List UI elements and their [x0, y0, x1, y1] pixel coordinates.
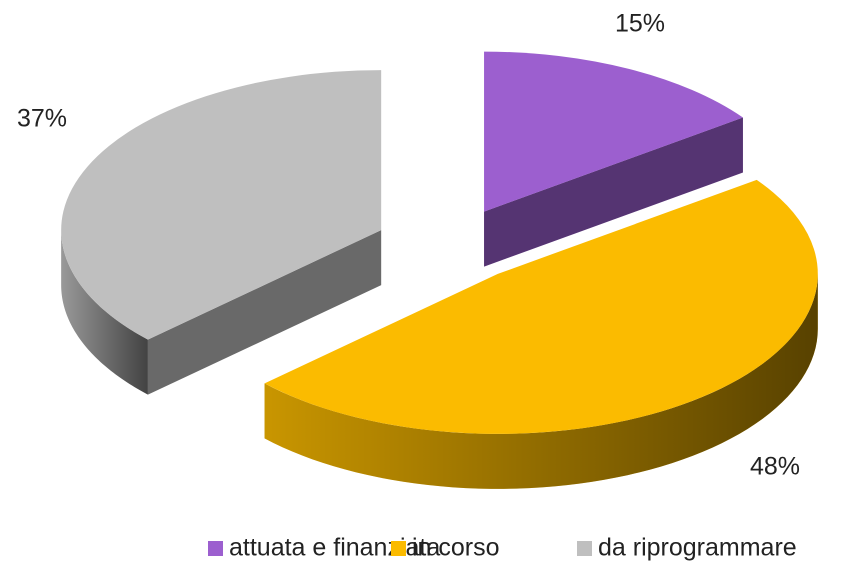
legend-label: attuata e finanziata — [229, 534, 440, 562]
legend-swatch — [208, 541, 223, 556]
slice-wall — [147, 230, 382, 395]
slice — [61, 70, 382, 340]
legend-swatch — [391, 541, 406, 556]
data-label: 48% — [750, 453, 800, 481]
slice — [484, 51, 743, 212]
shade — [147, 230, 382, 395]
legend-label: da riprogrammare — [598, 534, 797, 562]
slice — [264, 179, 818, 434]
legend-swatch — [577, 541, 592, 556]
shade — [264, 273, 818, 489]
shade — [61, 230, 148, 395]
data-label: 37% — [17, 105, 67, 133]
shade — [484, 117, 743, 267]
data-label: 15% — [615, 10, 665, 38]
legend-label: in corso — [412, 534, 500, 562]
pie: 15% 48% 37% — [17, 10, 818, 489]
slice-wall — [484, 117, 743, 267]
